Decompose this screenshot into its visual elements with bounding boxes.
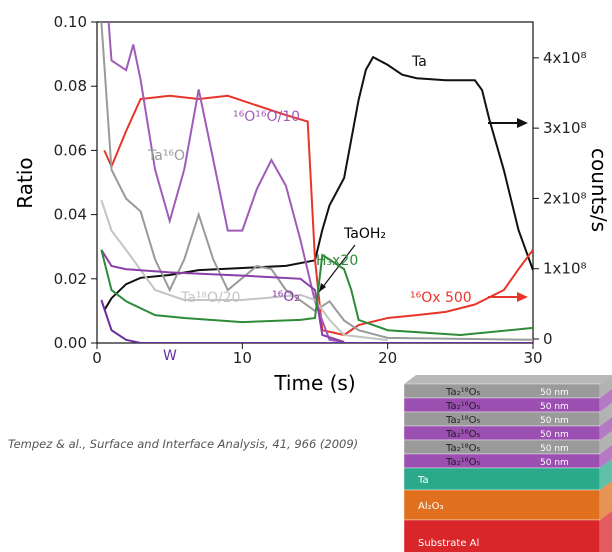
y-tick-label: 0.06 bbox=[54, 141, 87, 159]
layer bbox=[403, 453, 601, 469]
layer-label: Ta bbox=[417, 475, 429, 486]
series-line bbox=[100, 249, 345, 343]
series-label: Ta bbox=[411, 54, 427, 70]
series-line bbox=[100, 299, 533, 343]
layer bbox=[403, 397, 601, 413]
layer bbox=[403, 411, 601, 427]
series-label: W bbox=[163, 348, 177, 364]
series-label: Ta¹⁸O/20 bbox=[180, 290, 241, 306]
layer-side bbox=[600, 511, 612, 552]
y2-tick-label: 3x10⁸ bbox=[543, 119, 587, 137]
layer-thickness: 50 nm bbox=[540, 388, 569, 398]
layer-side bbox=[600, 389, 612, 412]
layer-side bbox=[600, 459, 612, 490]
y-tick-label: 0.10 bbox=[54, 13, 87, 31]
layer-thickness: 50 nm bbox=[540, 430, 569, 440]
layer-stack: Ta₂¹⁸O₅ 50 nm Ta₂¹⁶O₅ 50 nm Ta₂¹⁸O₅ 50 nm Ta₂¹… bbox=[403, 375, 612, 552]
layer-label: Substrate Al bbox=[418, 538, 479, 549]
layer-thickness: 50 nm bbox=[540, 402, 569, 412]
y-tick-label: 0.02 bbox=[54, 270, 87, 288]
layer-side bbox=[600, 417, 612, 440]
layer-label: Ta₂¹⁸O₅ bbox=[445, 387, 481, 398]
series-line bbox=[100, 199, 388, 342]
layer-thickness: 50 nm bbox=[540, 416, 569, 426]
layer bbox=[403, 383, 601, 399]
series-label: ¹⁶O₂ bbox=[272, 289, 300, 305]
series-line bbox=[107, 22, 345, 343]
y-tick-label: 0.00 bbox=[54, 334, 87, 352]
y2-tick-label: 4x10⁸ bbox=[543, 49, 587, 67]
series-line bbox=[103, 55, 533, 311]
layer-thickness: 50 nm bbox=[540, 458, 569, 468]
layer bbox=[403, 519, 601, 552]
y-axis-label: Ratio bbox=[13, 157, 37, 208]
layer-label: Al₂O₃ bbox=[418, 501, 444, 512]
y2-tick-label: 0 bbox=[543, 330, 553, 348]
y-tick-label: 0.08 bbox=[54, 77, 87, 95]
layer-label: Ta₂¹⁶O₅ bbox=[445, 429, 481, 440]
layer-side bbox=[600, 403, 612, 426]
series-label: ¹⁶Ox 500 bbox=[410, 290, 472, 306]
y2-tick-label: 2x10⁸ bbox=[543, 189, 587, 207]
layer-thickness: 50 nm bbox=[540, 444, 569, 454]
series-line bbox=[100, 249, 533, 337]
series-label: Ta¹⁶O bbox=[147, 148, 185, 164]
layer-side bbox=[600, 431, 612, 454]
series-label: ¹⁶O¹⁶O/10 bbox=[233, 109, 300, 125]
stack-top bbox=[404, 375, 612, 384]
x-axis-label: Time (s) bbox=[273, 371, 355, 395]
layer-label: Ta₂¹⁸O₅ bbox=[445, 443, 481, 454]
layer-side bbox=[600, 445, 612, 468]
annotation-arrow bbox=[318, 244, 356, 293]
layer bbox=[403, 489, 601, 521]
layer-side bbox=[600, 481, 612, 520]
series-line bbox=[100, 22, 533, 341]
series-label: H₃x20 bbox=[316, 253, 358, 269]
x-tick-label: 0 bbox=[92, 349, 102, 367]
y2-axis-label: counts/s bbox=[587, 148, 611, 232]
x-tick-label: 20 bbox=[378, 349, 397, 367]
layer bbox=[403, 425, 601, 441]
layer bbox=[403, 439, 601, 455]
series-group bbox=[100, 22, 533, 343]
y2-tick-label: 1x10⁸ bbox=[543, 260, 587, 278]
layer-side bbox=[600, 375, 612, 398]
annotation: TaOH₂ bbox=[343, 226, 386, 242]
layer-label: Ta₂¹⁶O₅ bbox=[445, 457, 481, 468]
layer-label: Ta₂¹⁶O₅ bbox=[445, 401, 481, 412]
y-tick-label: 0.04 bbox=[54, 206, 87, 224]
x-tick-label: 10 bbox=[233, 349, 252, 367]
layer bbox=[403, 467, 601, 491]
citation: Tempez & al., Surface and Interface Anal… bbox=[8, 437, 358, 451]
arrow-head bbox=[319, 283, 326, 292]
arrow-head bbox=[517, 118, 528, 128]
layer-label: Ta₂¹⁸O₅ bbox=[445, 415, 481, 426]
series-line bbox=[103, 94, 533, 337]
arrow-head bbox=[517, 292, 528, 302]
x-tick-label: 30 bbox=[523, 349, 542, 367]
